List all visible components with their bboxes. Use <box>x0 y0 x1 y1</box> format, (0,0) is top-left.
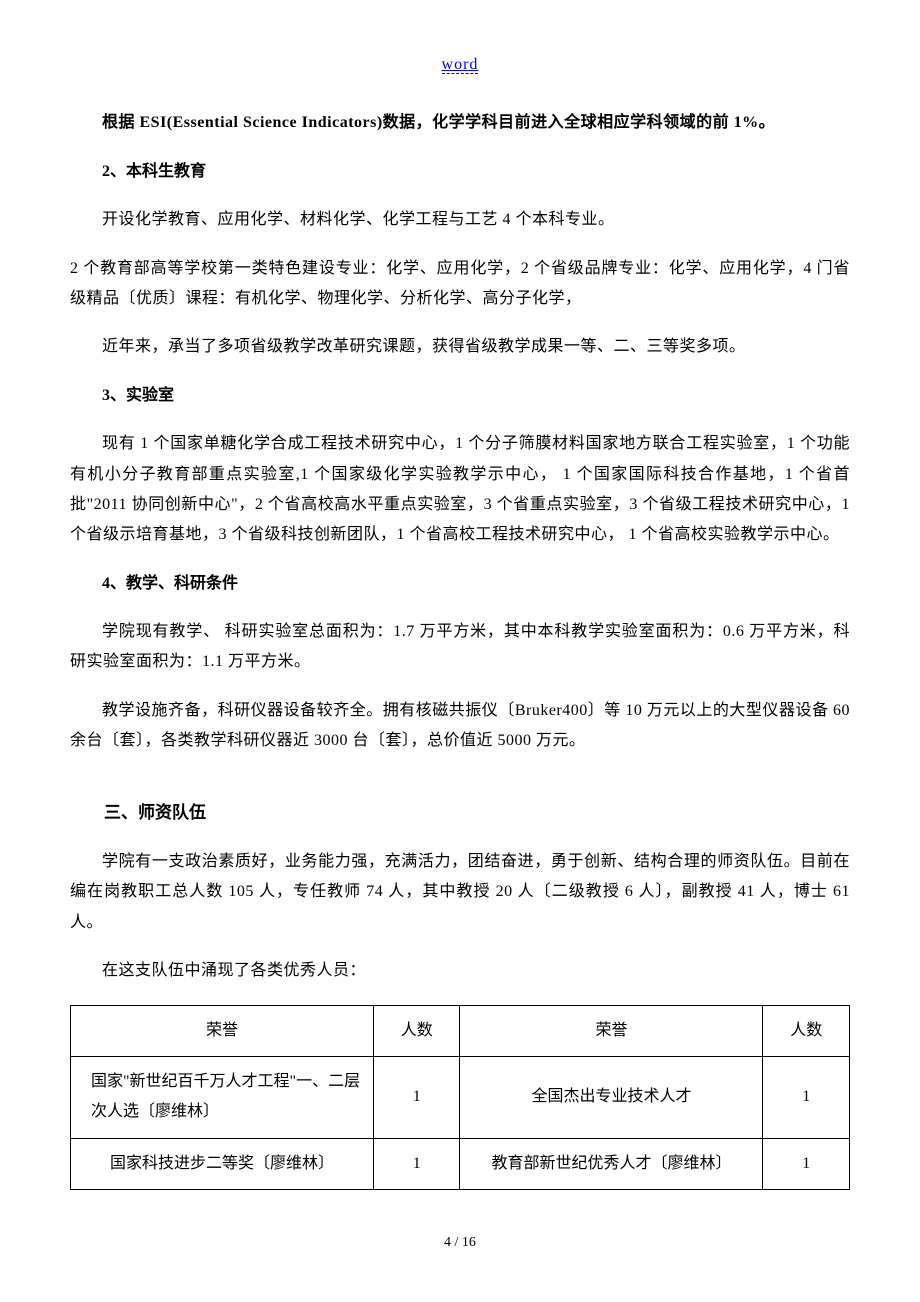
th-honor2: 荣誉 <box>460 1005 763 1056</box>
heading-teaching-research: 4、教学、科研条件 <box>70 569 850 599</box>
paragraph-awards: 近年来，承当了多项省级教学改革研究课题，获得省级教学成果一等、二、三等奖多项。 <box>70 332 850 362</box>
cell-honor1-r1: 国家科技进步二等奖〔廖维林〕 <box>71 1138 374 1189</box>
paragraph-faculty-intro: 学院有一支政治素质好，业务能力强，充满活力，团结奋进，勇于创新、结构合理的师资队… <box>70 847 850 938</box>
page-footer: 4 / 16 <box>70 1230 850 1257</box>
cell-count1-r0: 1 <box>373 1056 460 1138</box>
word-link[interactable]: word <box>442 56 479 74</box>
paragraph-area: 学院现有教学、 科研实验室总面积为：1.7 万平方米，其中本科教学实验室面积为：… <box>70 617 850 678</box>
cell-honor1-r0: 国家"新世纪百千万人才工程"一、二层次人选〔廖维林〕 <box>71 1056 374 1138</box>
cell-count1-r1: 1 <box>373 1138 460 1189</box>
header-link-container: word <box>70 50 850 80</box>
paragraph-majors: 开设化学教育、应用化学、材料化学、化学工程与工艺 4 个本科专业。 <box>70 205 850 235</box>
paragraph-lab-details: 现有 1 个国家单糖化学合成工程技术研究中心，1 个分子筛膜材料国家地方联合工程… <box>70 429 850 551</box>
cell-honor2-r0: 全国杰出专业技术人才 <box>460 1056 763 1138</box>
th-honor1: 荣誉 <box>71 1005 374 1056</box>
cell-count2-r1: 1 <box>763 1138 850 1189</box>
cell-count2-r0: 1 <box>763 1056 850 1138</box>
table-header-row: 荣誉 人数 荣誉 人数 <box>71 1005 850 1056</box>
paragraph-programs: 2 个教育部高等学校第一类特色建设专业：化学、应用化学，2 个省级品牌专业：化学… <box>70 254 850 315</box>
pagination: 4 / 16 <box>444 1235 476 1250</box>
heading-faculty: 三、师资队伍 <box>70 797 850 829</box>
heading-laboratory: 3、实验室 <box>70 381 850 411</box>
heading-undergraduate: 2、本科生教育 <box>70 157 850 187</box>
honors-table: 荣誉 人数 荣誉 人数 国家"新世纪百千万人才工程"一、二层次人选〔廖维林〕 1… <box>70 1005 850 1191</box>
table-row: 国家"新世纪百千万人才工程"一、二层次人选〔廖维林〕 1 全国杰出专业技术人才 … <box>71 1056 850 1138</box>
paragraph-equipment: 教学设施齐备，科研仪器设备较齐全。拥有核磁共振仪〔Bruker400〕等 10 … <box>70 696 850 757</box>
paragraph-esi: 根据 ESI(Essential Science Indicators)数据，化… <box>70 108 850 138</box>
th-count2: 人数 <box>763 1005 850 1056</box>
table-row: 国家科技进步二等奖〔廖维林〕 1 教育部新世纪优秀人才〔廖维林〕 1 <box>71 1138 850 1189</box>
cell-honor2-r1: 教育部新世纪优秀人才〔廖维林〕 <box>460 1138 763 1189</box>
th-count1: 人数 <box>373 1005 460 1056</box>
paragraph-outstanding: 在这支队伍中涌现了各类优秀人员： <box>70 956 850 986</box>
